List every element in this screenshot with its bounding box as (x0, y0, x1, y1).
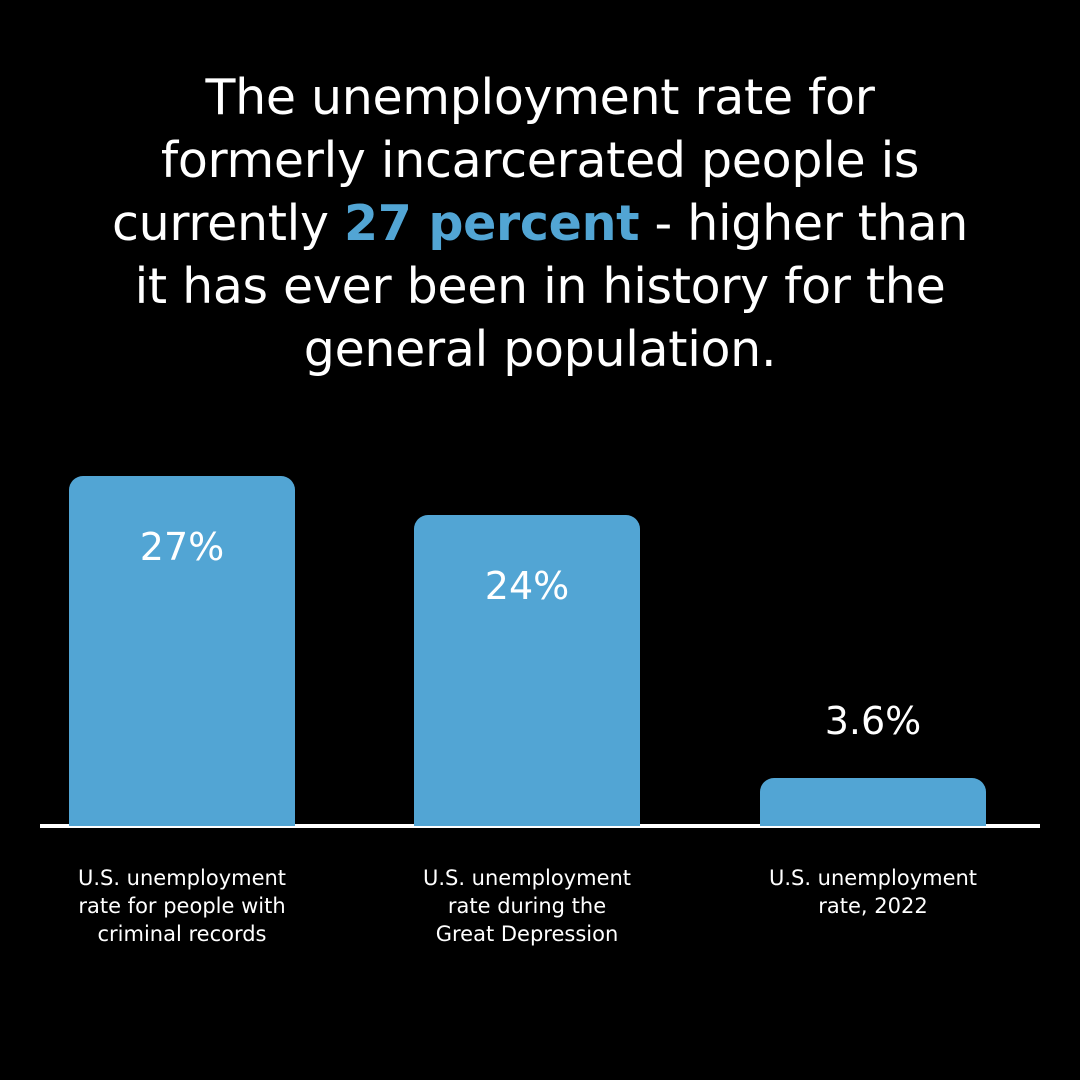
headline: The unemployment rate for formerly incar… (60, 66, 1020, 381)
category-label-1-line-2: rate for people with (78, 894, 286, 918)
category-label-3-line-1: U.S. unemployment (768, 866, 978, 890)
category-label-1: U.S. unemployment rate for people with cri… (32, 864, 332, 948)
category-label-1-line-1: U.S. unemployment (77, 866, 287, 890)
headline-line-5: general population. (303, 321, 777, 378)
headline-highlight: 27 percent (343, 195, 640, 252)
category-label-2: U.S. unemployment rate during the Great De… (377, 864, 677, 948)
chart-baseline (40, 824, 1040, 828)
headline-line-1: The unemployment rate for (205, 69, 875, 126)
headline-line-3-end: - higher than (639, 195, 969, 252)
category-label-3-line-2: rate, 2022 (818, 894, 928, 918)
category-label-2-line-1: U.S. unemployment (422, 866, 632, 890)
bar-value-label-1: 27% (139, 525, 225, 569)
headline-line-2: formerly incarcerated people is (160, 132, 920, 189)
headline-line-3-start: currently (112, 195, 344, 252)
bar-1 (69, 476, 295, 826)
category-label-3: U.S. unemployment rate, 2022 (723, 864, 1023, 920)
category-label-2-line-3: Great Depression (435, 922, 619, 946)
category-label-2-line-2: rate during the (447, 894, 607, 918)
category-label-1-line-3: criminal records (97, 922, 267, 946)
bar-2 (414, 514, 640, 826)
headline-line-4: it has ever been in history for the (134, 258, 946, 315)
bar-3 (760, 777, 986, 826)
bar-value-label-3: 3.6% (824, 698, 922, 743)
bar-value-label-2: 24% (484, 563, 570, 608)
